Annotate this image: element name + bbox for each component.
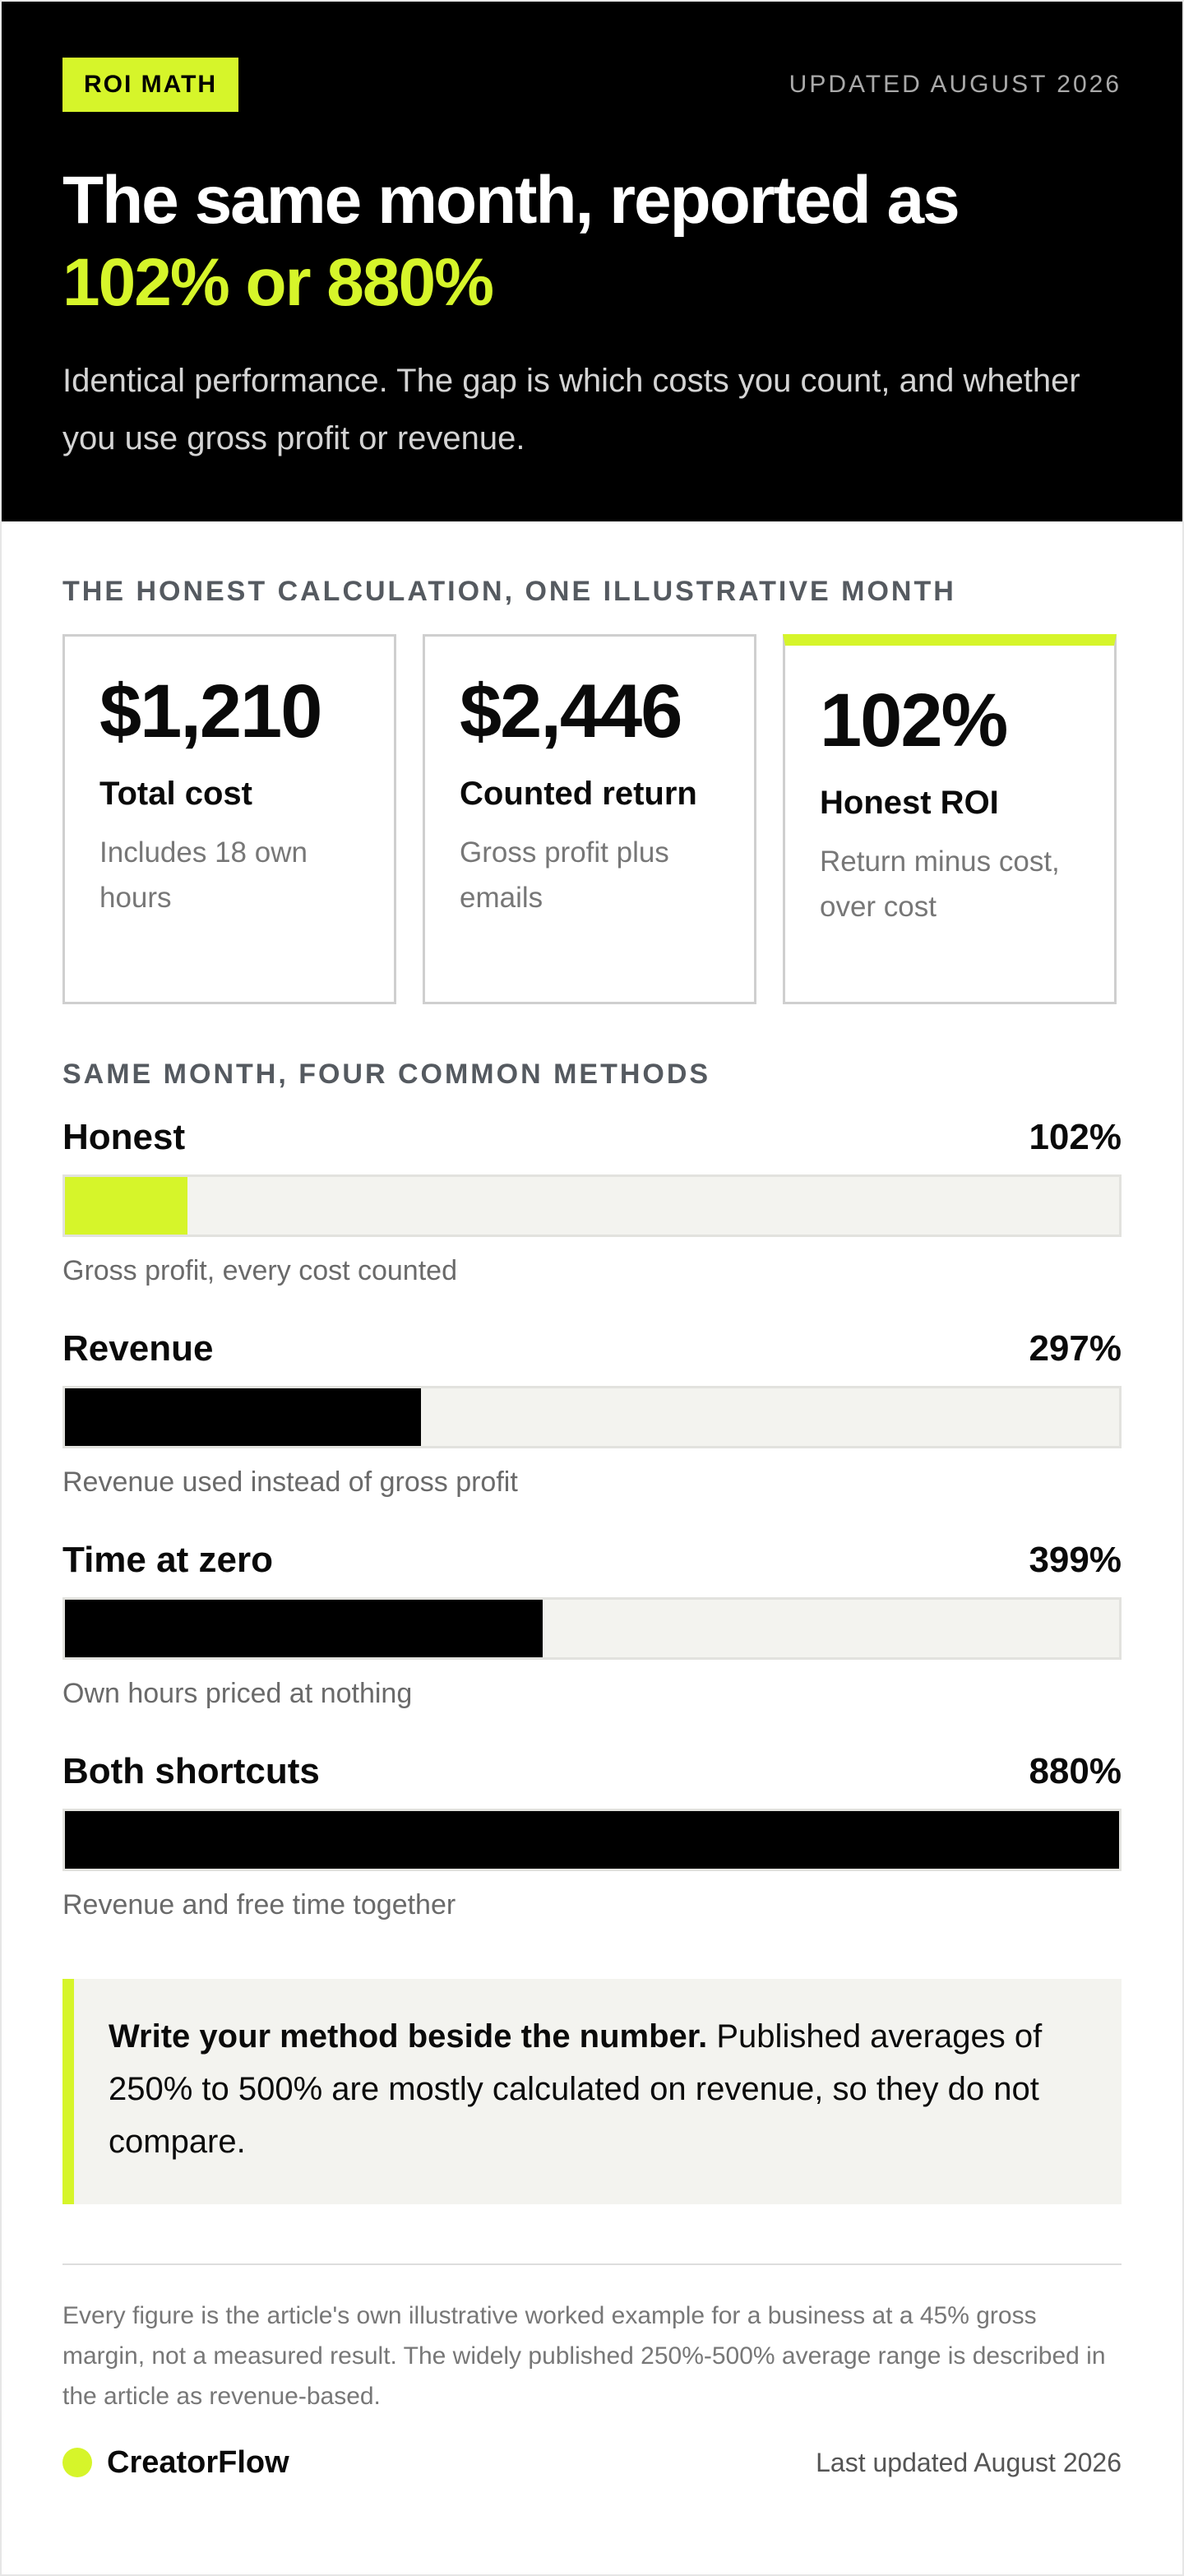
method-row-honest: Honest 102% Gross profit, every cost cou… [62, 1117, 1122, 1287]
method-bar-fill [65, 1388, 421, 1446]
stat-card-honest-roi: 102% Honest ROI Return minus cost, over … [783, 634, 1117, 1004]
topic-tag: ROI MATH [62, 58, 239, 112]
stat-value: $2,446 [460, 669, 682, 753]
method-callout: Write your method beside the number. Pub… [62, 1979, 1122, 2204]
method-bar-fill [65, 1811, 1119, 1869]
method-value: 297% [1029, 1328, 1122, 1369]
method-bar-track [62, 1174, 1122, 1237]
method-note: Gross profit, every cost counted [62, 1255, 457, 1286]
method-name: Time at zero [62, 1540, 273, 1580]
title-line-1: The same month, reported as [62, 163, 960, 238]
brand-name: CreatorFlow [107, 2444, 289, 2480]
brand-dot-icon [62, 2448, 92, 2478]
method-value: 102% [1029, 1117, 1122, 1157]
footnote: Every figure is the article's own illust… [62, 2302, 1106, 2410]
updated-date: UPDATED AUGUST 2026 [789, 71, 1122, 98]
section-label-honest: THE HONEST CALCULATION, ONE ILLUSTRATIVE… [62, 576, 956, 607]
method-name: Revenue [62, 1328, 214, 1369]
last-updated: Last updated August 2026 [816, 2447, 1122, 2477]
section-label-methods: SAME MONTH, FOUR COMMON METHODS [62, 1059, 711, 1090]
method-note: Revenue used instead of gross profit [62, 1466, 518, 1498]
stat-sub: Includes 18 own hours [99, 836, 308, 914]
stat-label: Total cost [99, 776, 252, 813]
method-row-time-at-zero: Time at zero 399% Own hours priced at no… [62, 1540, 1122, 1710]
hero-header: ROI MATH UPDATED AUGUST 2026 The same mo… [2, 2, 1182, 521]
method-row-revenue: Revenue 297% Revenue used instead of gro… [62, 1328, 1122, 1499]
brand: CreatorFlow [62, 2445, 289, 2481]
method-bar-fill [65, 1600, 543, 1657]
method-bar-track [62, 1597, 1122, 1660]
stat-cards: $1,210 Total cost Includes 18 own hours … [62, 634, 1122, 1004]
method-bar-fill [65, 1177, 187, 1235]
divider [62, 2263, 1122, 2265]
main-content: THE HONEST CALCULATION, ONE ILLUSTRATIVE… [2, 576, 1182, 2481]
method-name: Both shortcuts [62, 1751, 320, 1791]
stat-card-total-cost: $1,210 Total cost Includes 18 own hours [62, 634, 396, 1004]
method-note: Own hours priced at nothing [62, 1678, 413, 1709]
stat-sub: Return minus cost, over cost [820, 846, 1060, 923]
method-note: Revenue and free time together [62, 1889, 456, 1920]
stat-label: Honest ROI [820, 785, 999, 822]
stat-value: $1,210 [99, 669, 322, 753]
stat-card-counted-return: $2,446 Counted return Gross profit plus … [423, 634, 756, 1004]
method-value: 880% [1029, 1751, 1122, 1791]
page-title: The same month, reported as 102% or 880% [62, 160, 1122, 324]
page-subtitle: Identical performance. The gap is which … [62, 363, 1080, 457]
method-bar-track [62, 1809, 1122, 1871]
stat-sub: Gross profit plus emails [460, 836, 669, 914]
stat-label: Counted return [460, 776, 697, 813]
method-name: Honest [62, 1117, 186, 1157]
method-value: 399% [1029, 1540, 1122, 1580]
callout-bold: Write your method beside the number. [109, 2018, 708, 2055]
callout-text: Published averages of 250% to 500% are m… [109, 2018, 1043, 2160]
stat-value: 102% [820, 679, 1008, 762]
footer: CreatorFlow Last updated August 2026 [62, 2445, 1122, 2481]
title-line-2: 102% or 880% [62, 245, 494, 321]
method-row-both-shortcuts: Both shortcuts 880% Revenue and free tim… [62, 1751, 1122, 1921]
method-bar-track [62, 1386, 1122, 1448]
